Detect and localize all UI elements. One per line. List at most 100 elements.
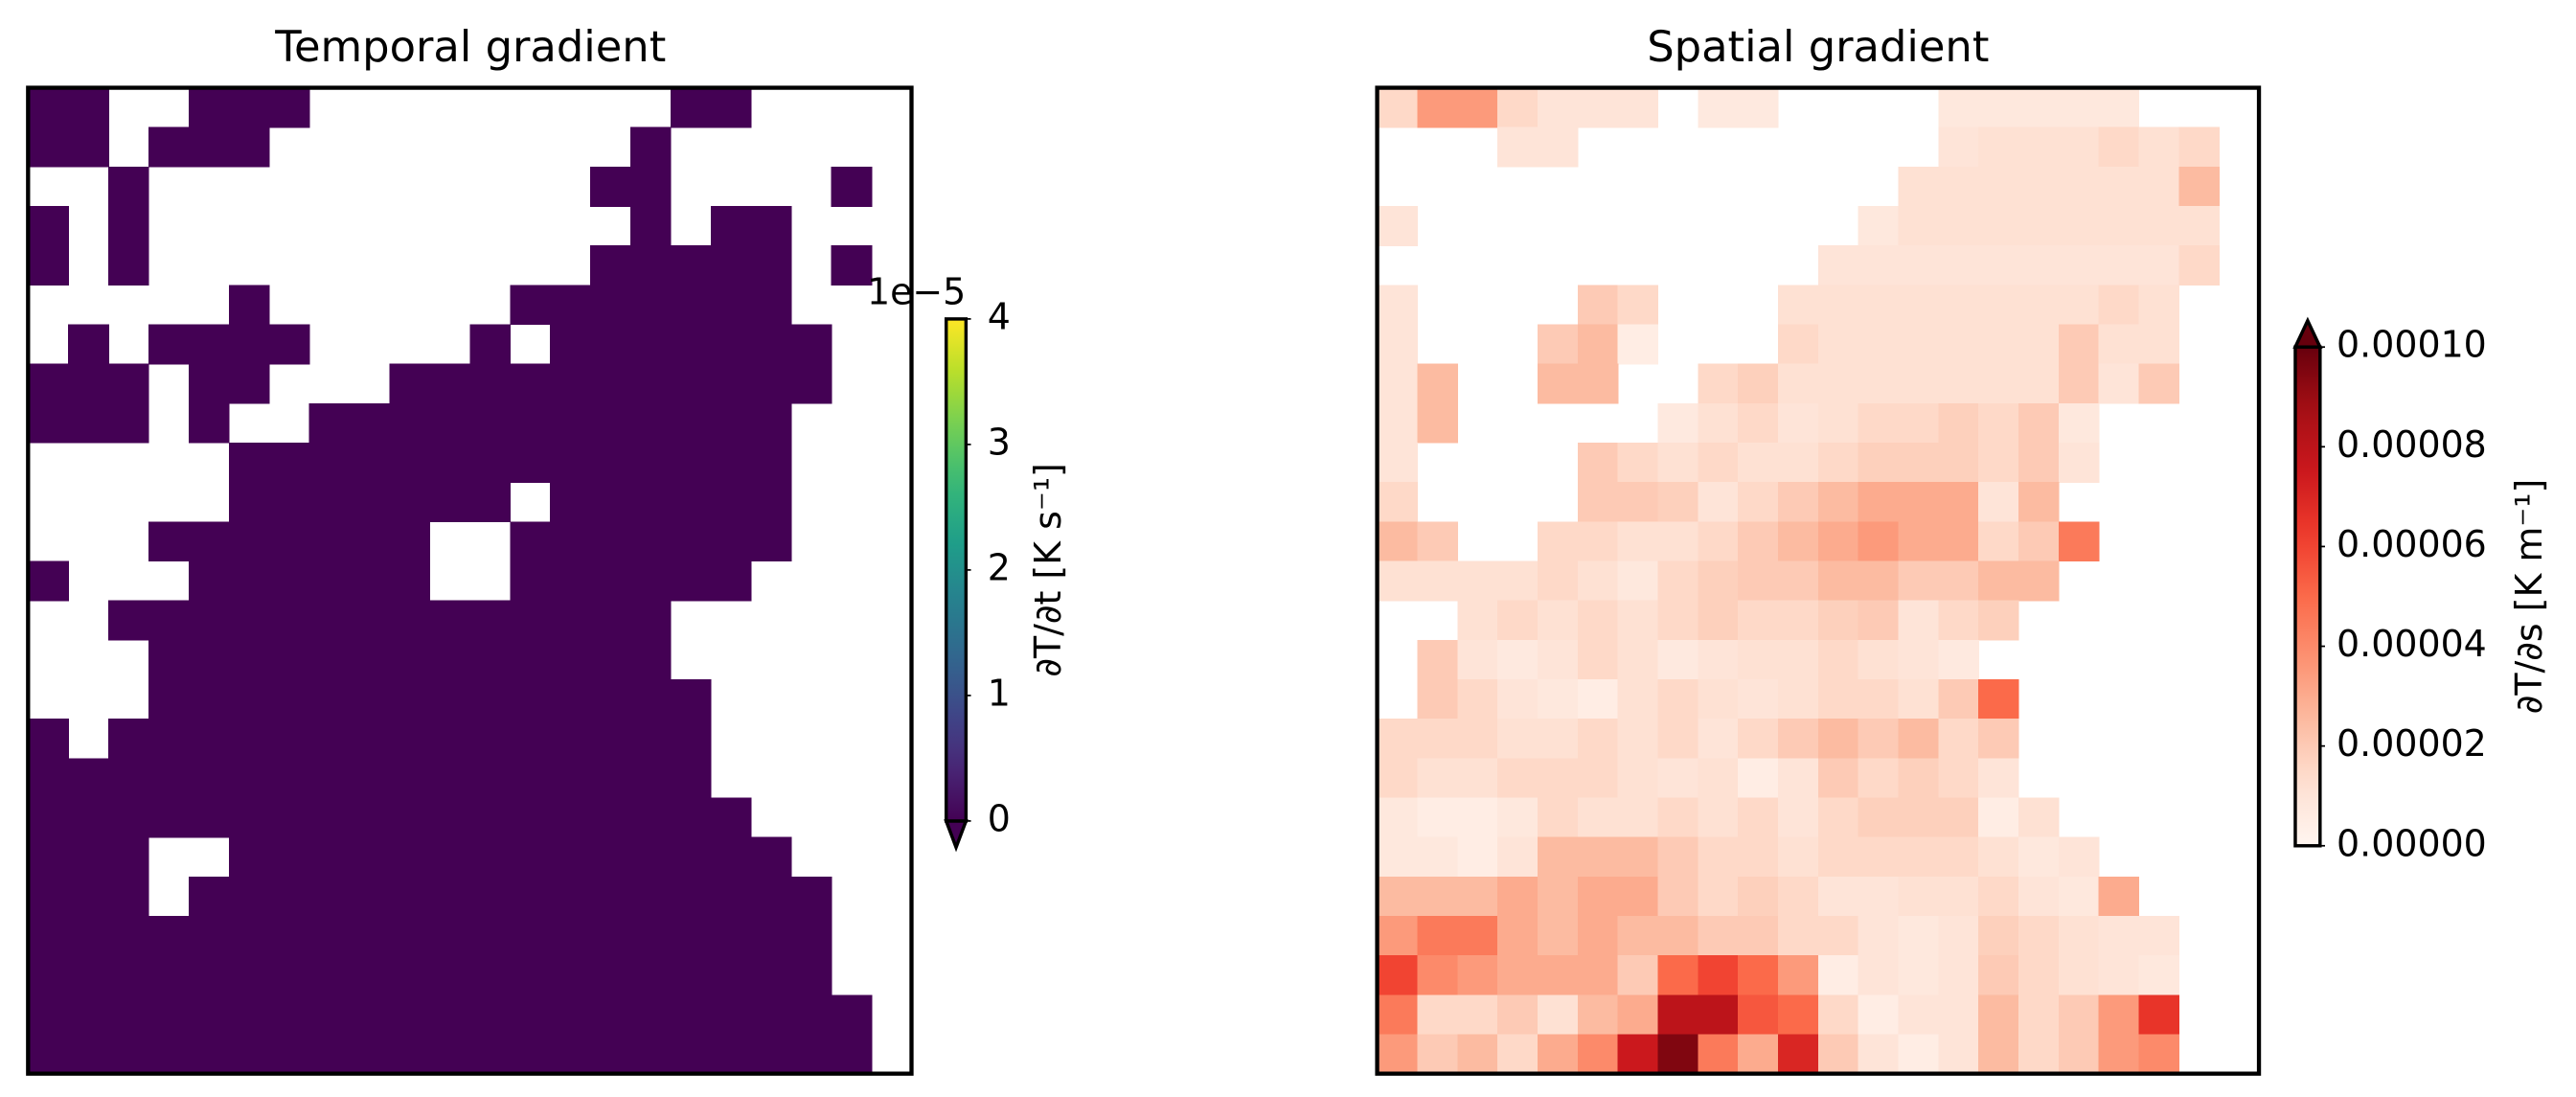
- heatmap-cell: [28, 758, 69, 799]
- heatmap-cell: [1698, 994, 1739, 1036]
- heatmap-cell: [1698, 443, 1739, 483]
- heatmap-cell: [1377, 443, 1419, 483]
- heatmap-cell: [1777, 639, 1819, 680]
- heatmap-cell: [108, 797, 149, 838]
- heatmap-cell: [550, 955, 591, 996]
- heatmap-cell: [2018, 443, 2060, 483]
- heatmap-cell: [510, 560, 551, 602]
- heatmap-cell: [1738, 797, 1779, 838]
- heatmap-cell: [1777, 482, 1819, 523]
- heatmap-cell: [590, 639, 631, 680]
- heatmap-cell: [148, 758, 190, 799]
- colorbar: [944, 317, 969, 823]
- heatmap-cell: [1898, 915, 1940, 956]
- heatmap-cell: [750, 915, 792, 956]
- heatmap-cell: [1457, 955, 1498, 996]
- heatmap-cell: [1577, 639, 1619, 680]
- heatmap-cell: [2138, 126, 2180, 168]
- heatmap-cell: [1657, 1034, 1698, 1075]
- heatmap-cell: [2098, 1034, 2140, 1075]
- heatmap-cell: [1817, 521, 1859, 562]
- heatmap-cell: [1777, 836, 1819, 878]
- heatmap-cell: [590, 679, 631, 720]
- heatmap-cell: [349, 521, 391, 562]
- heatmap-cell: [1898, 955, 1940, 996]
- heatmap-cell: [670, 955, 712, 996]
- colorbar-tick-label: 0.00010: [2337, 324, 2487, 366]
- heatmap-cell: [2138, 955, 2180, 996]
- heatmap-cell: [670, 836, 712, 878]
- heatmap-cell: [670, 994, 712, 1036]
- heatmap-cell: [228, 719, 270, 760]
- heatmap-cell: [2058, 402, 2100, 444]
- heatmap-cell: [1417, 994, 1458, 1036]
- heatmap-cell: [750, 1034, 792, 1075]
- heatmap-cell: [670, 679, 712, 720]
- heatmap-cell: [308, 482, 351, 523]
- heatmap-cell: [1817, 876, 1859, 917]
- heatmap-cell: [1978, 87, 2019, 128]
- heatmap-cell: [308, 876, 351, 917]
- heatmap-cell: [1817, 560, 1859, 602]
- heatmap-cell: [349, 836, 391, 878]
- heatmap-cell: [510, 836, 551, 878]
- heatmap-cell: [1617, 521, 1659, 562]
- colorbar-label: ∂T/∂s [K m⁻¹]: [2508, 479, 2550, 715]
- heatmap-cell: [1377, 797, 1419, 838]
- heatmap-cell: [2058, 876, 2100, 917]
- heatmap-cell: [1817, 1034, 1859, 1075]
- heatmap-cell: [510, 285, 551, 326]
- heatmap-cell: [1537, 1034, 1579, 1075]
- colorbar-label: ∂T/∂t [K s⁻¹]: [1027, 463, 1069, 676]
- heatmap-cell: [2098, 206, 2140, 246]
- heatmap-cell: [710, 521, 752, 562]
- heatmap-cell: [590, 915, 631, 956]
- heatmap-cell: [1577, 560, 1619, 602]
- heatmap-cell: [1577, 955, 1619, 996]
- heatmap-cell: [469, 600, 512, 641]
- heatmap-cell: [2018, 402, 2060, 444]
- heatmap-cell: [1777, 679, 1819, 720]
- heatmap-cell: [1817, 679, 1859, 720]
- heatmap-cell: [1978, 363, 2019, 404]
- heatmap-cell: [1698, 836, 1739, 878]
- heatmap-cell: [2138, 245, 2180, 286]
- heatmap-cell: [68, 797, 109, 838]
- heatmap-cell: [1817, 758, 1859, 799]
- heatmap-cell: [831, 166, 873, 207]
- heatmap-cell: [268, 876, 310, 917]
- heatmap-cell: [349, 560, 391, 602]
- heatmap-cell: [670, 402, 712, 444]
- heatmap-cell: [148, 324, 190, 365]
- heatmap-cell: [670, 285, 712, 326]
- heatmap-cell: [28, 876, 69, 917]
- heatmap-cell: [1497, 758, 1539, 799]
- heatmap-cell: [590, 1034, 631, 1075]
- heatmap-cell: [750, 836, 792, 878]
- heatmap-cell: [1657, 876, 1698, 917]
- heatmap-cell: [1457, 915, 1498, 956]
- heatmap-cell: [389, 758, 431, 799]
- heatmap-cell: [1938, 758, 1979, 799]
- heatmap-cell: [28, 126, 69, 168]
- heatmap-cell: [2058, 206, 2100, 246]
- heatmap-cell: [1938, 126, 1979, 168]
- heatmap-cell: [1978, 560, 2019, 602]
- heatmap-cell: [1497, 87, 1539, 128]
- heatmap-cell: [590, 166, 631, 207]
- heatmap-cell: [1377, 719, 1419, 760]
- heatmap-cell: [2058, 521, 2100, 562]
- heatmap-cell: [2098, 324, 2140, 365]
- heatmap-cell: [1817, 994, 1859, 1036]
- heatmap-cell: [1817, 836, 1859, 878]
- heatmap-cell: [469, 1034, 512, 1075]
- chart-title: Spatial gradient: [1647, 21, 1989, 72]
- heatmap-cell: [1657, 402, 1698, 444]
- heatmap-cell: [670, 482, 712, 523]
- heatmap-cell: [2058, 836, 2100, 878]
- heatmap-cell: [831, 1034, 873, 1075]
- heatmap-cell: [349, 719, 391, 760]
- heatmap-cell: [1457, 876, 1498, 917]
- heatmap-cell: [228, 915, 270, 956]
- heatmap-cell: [550, 600, 591, 641]
